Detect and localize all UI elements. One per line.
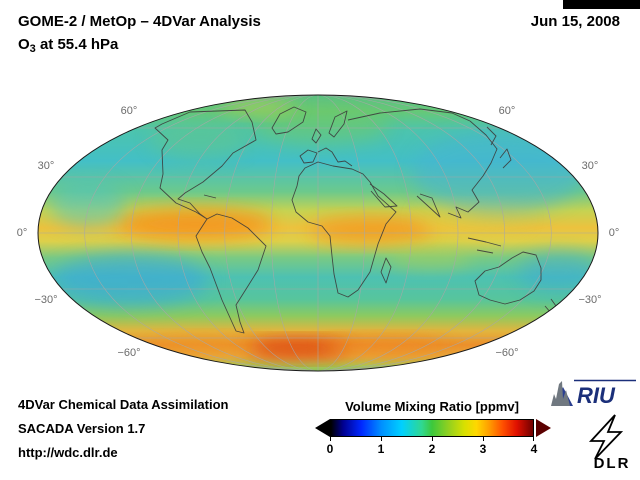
species-symbol: O	[18, 36, 30, 53]
lat-label-30n-right: 30°	[581, 160, 599, 172]
plot-subtitle: O3 at 55.4 hPa	[18, 36, 119, 55]
colorbar-tick-1: 1	[377, 442, 385, 456]
top-right-black-bar	[563, 0, 640, 9]
lat-label-30n-left: 30°	[37, 160, 55, 172]
dlr-wordmark: DLR	[594, 455, 631, 472]
lat-label-eq-left: 0°	[16, 227, 28, 239]
plot-title: GOME-2 / MetOp – 4DVar Analysis	[18, 13, 261, 30]
footer-version: SACADA Version 1.7	[18, 421, 146, 436]
colorbar-arrow-high	[536, 419, 551, 437]
colorbar-tickmark	[533, 437, 534, 441]
colorbar-tick-0: 0	[326, 442, 334, 456]
colorbar-tickmark	[432, 437, 433, 441]
lat-label-60n-right: 60°	[498, 105, 516, 117]
colorbar-tickmark	[330, 437, 331, 441]
species-subscript: 3	[29, 43, 36, 55]
pressure-level: at 55.4 hPa	[35, 36, 119, 53]
colorbar-tickmark	[483, 437, 484, 441]
lat-label-60n-left: 60°	[120, 105, 138, 117]
graticule	[38, 95, 598, 371]
lat-label-60s-left: −60°	[117, 347, 141, 359]
colorbar-tick-2: 2	[428, 442, 436, 456]
lat-label-eq-right: 0°	[608, 227, 620, 239]
lat-label-30s-right: −30°	[578, 294, 602, 306]
footer-url: http://wdc.dlr.de	[18, 445, 118, 460]
colorbar-label: Volume Mixing Ratio [ppmv]	[345, 399, 519, 414]
lat-label-60s-right: −60°	[495, 347, 519, 359]
colorbar-arrow-low	[315, 419, 330, 437]
colorbar-tick-3: 3	[479, 442, 487, 456]
dlr-logo: DLR	[588, 414, 631, 472]
riu-logo: RIU	[551, 379, 636, 408]
lat-label-30s-left: −30°	[34, 294, 58, 306]
colorbar	[330, 419, 534, 437]
colorbar-tickmark	[381, 437, 382, 441]
plot-date: Jun 15, 2008	[530, 13, 620, 30]
riu-spire-icon	[551, 381, 570, 406]
dlr-emblem-icon	[588, 414, 624, 460]
footer-assimilation: 4DVar Chemical Data Assimilation	[18, 397, 229, 412]
colorbar-tick-4: 4	[530, 442, 538, 456]
map-boundary	[37, 94, 599, 372]
riu-wordmark: RIU	[577, 383, 616, 408]
